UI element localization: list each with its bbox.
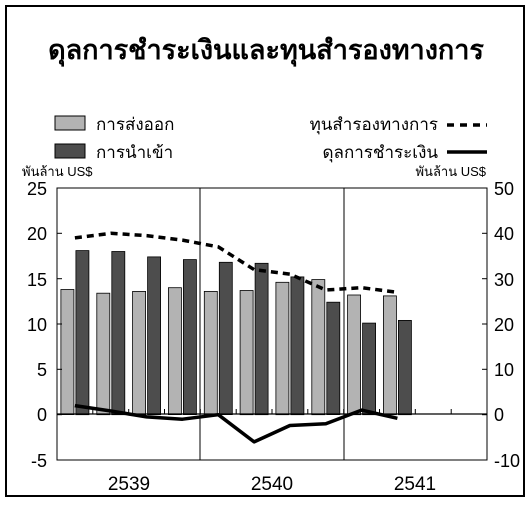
x-axis-labels: 2539 2540 2541: [108, 474, 436, 495]
export-bar-3: [132, 290, 147, 416]
x-group-label-2539: 2539: [108, 474, 150, 495]
left-axis-unit: พันล้าน US$: [22, 164, 93, 179]
right-tick-label: 20: [494, 315, 514, 335]
export-bar-7: [275, 281, 290, 416]
x-group-label-2540: 2540: [251, 474, 293, 495]
import-bar-4: [182, 259, 197, 416]
left-tick-label: 5: [37, 360, 47, 380]
import-bar-8: [326, 301, 341, 416]
legend-label-exports: การส่งออก: [96, 115, 174, 134]
legend-swatch-imports: [54, 143, 86, 159]
left-tick-label: 25: [27, 179, 47, 199]
x-group-label-2541: 2541: [394, 474, 436, 495]
right-tick-label: -10: [494, 451, 520, 471]
export-bar-5: [203, 290, 218, 416]
right-tick-label: 40: [494, 224, 514, 244]
export-bar-10: [382, 295, 397, 416]
import-bar-9: [362, 322, 377, 416]
right-axis-labels: 50 40 30 20 10 0 -10: [494, 179, 520, 471]
import-bar-6: [254, 262, 269, 416]
export-bar-8: [311, 279, 326, 416]
chart-frame: [5, 5, 525, 497]
left-tick-label: 20: [27, 224, 47, 244]
ticks-group: [57, 187, 487, 461]
import-bar-3: [147, 256, 162, 416]
import-bar-7: [290, 276, 305, 416]
right-tick-label: 0: [494, 405, 504, 425]
right-tick-label: 10: [494, 360, 514, 380]
bars-group: [60, 250, 412, 416]
legend-swatch-exports: [54, 115, 86, 131]
right-tick-label: 30: [494, 270, 514, 290]
left-tick-label: -5: [31, 451, 47, 471]
left-axis-labels: 25 20 15 10 5 0 -5: [27, 179, 47, 471]
export-bar-1: [60, 289, 75, 415]
reserves-line: [74, 231, 398, 295]
left-tick-label: 15: [27, 270, 47, 290]
export-bar-4: [167, 287, 182, 416]
left-tick-label: 10: [27, 315, 47, 335]
import-bar-10: [397, 319, 412, 416]
legend-label-imports: การนำเข้า: [96, 143, 173, 162]
chart-title: ดุลการชำระเงินและทุนสำรองทางการ: [48, 35, 484, 65]
export-bar-9: [347, 294, 362, 416]
plot-area: [56, 187, 488, 461]
export-bar-6: [239, 290, 254, 416]
right-tick-label: 50: [494, 179, 514, 199]
import-bar-2: [111, 251, 126, 416]
legend-label-reserves: ทุนสำรองทางการ: [310, 115, 438, 135]
export-bar-2: [96, 292, 111, 416]
legend-label-balance: ดุลการชำระเงิน: [322, 143, 438, 163]
import-bar-1: [75, 250, 90, 416]
import-bar-5: [218, 261, 233, 415]
left-tick-label: 0: [37, 405, 47, 425]
right-axis-unit: พันล้าน US$: [415, 164, 486, 179]
legend: การส่งออก การนำเข้า ทุนสำรองทางการ ดุลกา…: [54, 115, 487, 163]
